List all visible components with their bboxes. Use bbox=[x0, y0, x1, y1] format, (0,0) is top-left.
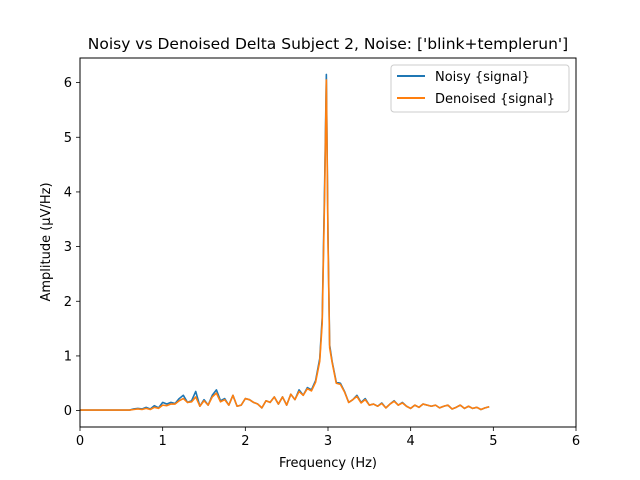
x-tick-label: 1 bbox=[159, 434, 167, 449]
x-tick-label: 4 bbox=[407, 434, 415, 449]
x-tick-label: 2 bbox=[241, 434, 249, 449]
y-tick-label: 2 bbox=[64, 295, 72, 310]
series-lines bbox=[80, 73, 490, 411]
x-tick-label: 3 bbox=[324, 434, 332, 449]
series-line-denoised bbox=[80, 79, 490, 411]
y-tick-label: 1 bbox=[64, 349, 72, 364]
y-tick-label: 4 bbox=[64, 185, 72, 200]
y-tick-label: 3 bbox=[64, 240, 72, 255]
x-tick-label: 0 bbox=[76, 434, 84, 449]
y-axis-ticks: 0 1 2 3 4 5 6 bbox=[64, 76, 80, 419]
plot-frame bbox=[79, 57, 577, 428]
y-tick-label: 0 bbox=[64, 404, 72, 419]
y-axis-label: Amplitude (μV/Hz) bbox=[39, 182, 54, 301]
x-axis-ticks: 0 1 2 3 4 5 6 bbox=[76, 427, 580, 449]
legend-label-denoised: Denoised {signal} bbox=[435, 92, 555, 107]
y-tick-label: 6 bbox=[64, 76, 72, 91]
legend-box bbox=[390, 64, 570, 113]
x-tick-label: 5 bbox=[489, 434, 497, 449]
chart-title: Noisy vs Denoised Delta Subject 2, Noise… bbox=[88, 35, 568, 53]
x-axis-label: Frequency (Hz) bbox=[279, 456, 377, 471]
x-tick-label: 6 bbox=[572, 434, 580, 449]
y-tick-label: 5 bbox=[64, 131, 72, 146]
legend-label-noisy: Noisy {signal} bbox=[435, 70, 530, 85]
legend: Noisy {signal} Denoised {signal} bbox=[390, 64, 570, 113]
